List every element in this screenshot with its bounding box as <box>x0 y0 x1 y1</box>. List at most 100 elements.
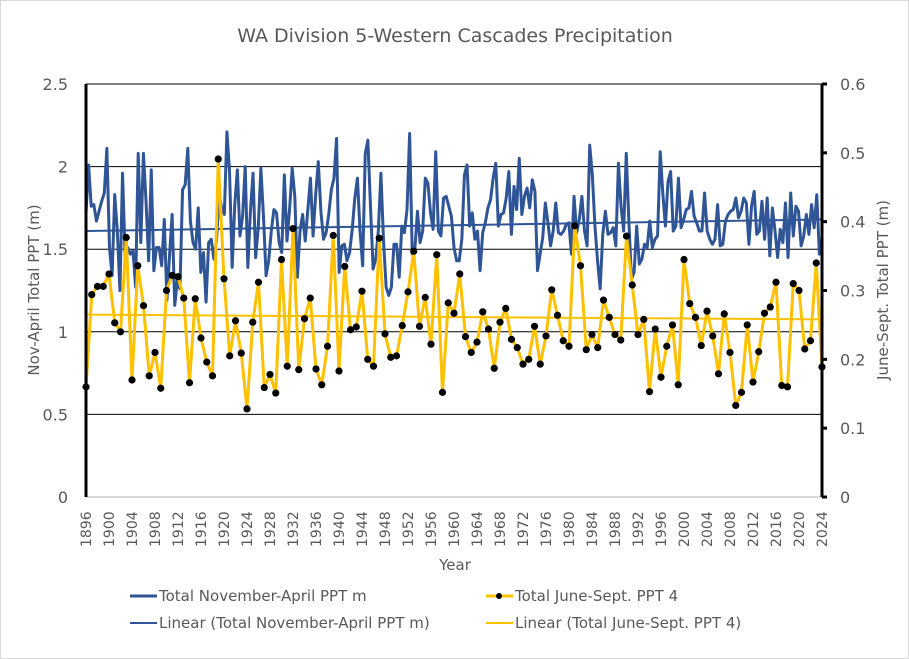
x-tick-label: 2020 <box>792 511 808 547</box>
data-point <box>576 262 585 270</box>
chart-title: WA Division 5-Western Cascades Precipita… <box>237 25 673 47</box>
data-point <box>214 155 222 163</box>
data-point <box>151 348 159 357</box>
x-tick-label: 1920 <box>217 511 233 547</box>
x-tick-label: 1996 <box>654 511 670 547</box>
data-point <box>783 383 792 391</box>
series-line-nov-apr <box>84 130 824 307</box>
data-point <box>111 319 119 327</box>
x-tick-label: 1908 <box>148 511 164 547</box>
data-point <box>185 379 194 387</box>
legend-item-jun-sep-linear[interactable]: Linear (Total June-Sept. PPT 4) <box>486 614 741 632</box>
data-point <box>737 388 746 396</box>
data-point <box>651 325 659 333</box>
data-point <box>226 352 234 360</box>
data-point <box>571 222 579 230</box>
data-point <box>369 362 378 370</box>
data-point <box>364 355 372 363</box>
data-point <box>691 313 700 321</box>
data-point <box>312 365 320 373</box>
data-point <box>657 373 665 381</box>
data-point <box>358 287 366 295</box>
data-point <box>249 318 257 326</box>
legend-label-jun-sep: Total June-Sept. PPT 4 <box>514 587 678 605</box>
x-tick-label: 1896 <box>79 511 95 547</box>
data-point <box>128 376 136 384</box>
data-point <box>145 372 153 380</box>
data-point <box>760 309 769 317</box>
data-point <box>433 251 441 259</box>
data-point <box>686 299 694 308</box>
data-point <box>755 348 763 356</box>
data-point <box>519 360 527 368</box>
data-point <box>392 352 401 360</box>
data-point <box>611 330 619 339</box>
data-point <box>323 342 332 350</box>
x-tick-label: 2008 <box>723 511 739 547</box>
y2-tick-label: 0.2 <box>840 350 865 369</box>
y2-tick-label: 0.6 <box>840 75 865 94</box>
legend-item-nov-apr[interactable]: Total November-April PPT m <box>130 587 367 605</box>
data-point <box>203 358 211 366</box>
y-tick-label: 2.5 <box>43 75 68 94</box>
x-tick-label: 1960 <box>447 511 463 547</box>
data-point <box>622 232 631 240</box>
y-tick-label: 1.5 <box>43 240 68 259</box>
data-point <box>318 381 326 389</box>
data-point <box>272 389 280 397</box>
series-lines <box>84 130 824 411</box>
y-tick-label: 0 <box>58 488 68 507</box>
data-point <box>553 311 562 319</box>
data-point <box>484 325 493 333</box>
x-tick-label: 2000 <box>677 511 693 547</box>
legend-item-jun-sep[interactable]: Total June-Sept. PPT 4 <box>486 587 678 605</box>
data-point <box>599 296 608 304</box>
data-point <box>772 278 780 286</box>
data-point <box>168 271 176 279</box>
data-point <box>381 330 389 338</box>
data-point <box>461 333 470 341</box>
legend-item-nov-apr-linear[interactable]: Linear (Total November-April PPT m) <box>130 614 430 632</box>
data-point <box>806 337 815 345</box>
x-tick-label: 1964 <box>470 511 486 547</box>
data-point <box>208 372 217 380</box>
data-point <box>594 344 602 352</box>
data-point <box>237 349 245 357</box>
data-point <box>438 388 447 396</box>
data-point <box>536 360 544 368</box>
data-point <box>542 332 550 340</box>
data-point <box>295 366 303 374</box>
data-point <box>801 345 809 353</box>
data-point <box>530 322 539 330</box>
data-point <box>352 323 360 331</box>
axes <box>84 84 824 498</box>
data-point <box>180 294 188 302</box>
x-tick-label: 1940 <box>332 511 348 547</box>
data-point <box>260 383 268 392</box>
data-point <box>617 336 625 344</box>
data-point <box>697 341 705 350</box>
y2-tick-label: 0 <box>840 488 850 507</box>
y-axis-ticks: 0 0.5 1 1.5 2 2.5 <box>43 75 68 507</box>
data-point <box>565 342 573 350</box>
data-point <box>387 353 395 361</box>
data-point <box>479 308 487 316</box>
x-tick-label: 1904 <box>125 511 141 547</box>
data-point <box>329 231 337 240</box>
data-point <box>496 318 504 326</box>
data-point <box>415 322 424 330</box>
data-point <box>289 224 297 233</box>
data-point <box>197 334 205 342</box>
series-markers <box>82 155 826 413</box>
data-point <box>703 307 711 315</box>
data-point <box>714 370 723 378</box>
legend-label-jun-sep-linear: Linear (Total June-Sept. PPT 4) <box>515 614 741 632</box>
y-axis-label: Nov-April Total PPT (m) <box>25 204 43 375</box>
x-tick-label: 2024 <box>815 511 831 547</box>
x-tick-label: 1992 <box>631 511 647 547</box>
data-point <box>507 335 516 343</box>
data-point <box>243 405 251 413</box>
data-point <box>467 348 475 357</box>
data-point <box>778 381 786 390</box>
